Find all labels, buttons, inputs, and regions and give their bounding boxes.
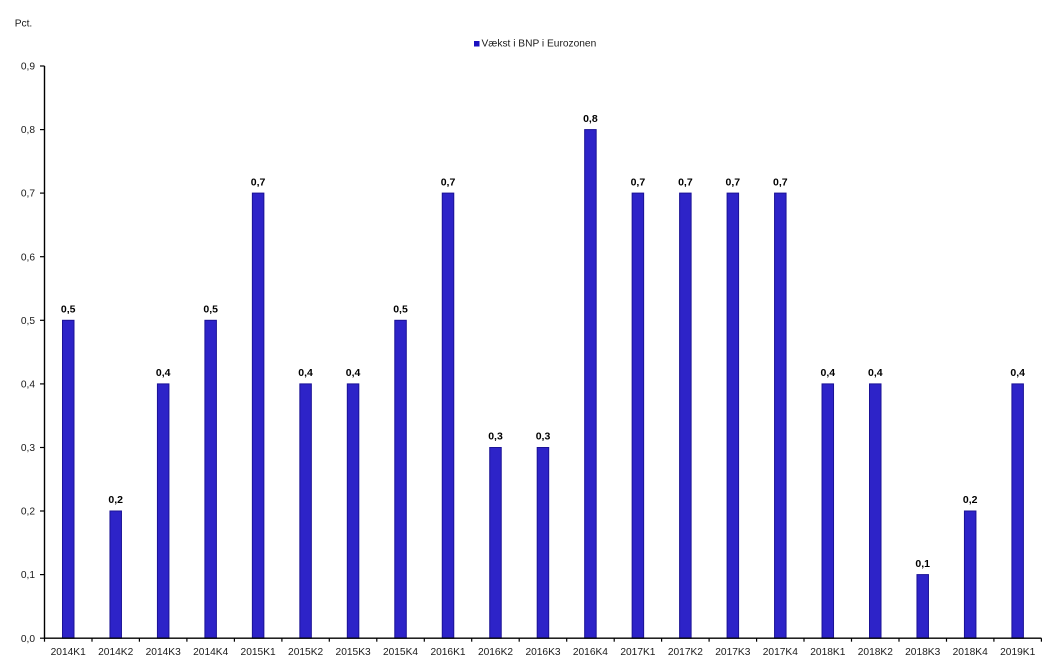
svg-text:0,4: 0,4 — [298, 367, 313, 379]
svg-text:Vækst i BNP i Eurozonen: Vækst i BNP i Eurozonen — [482, 38, 597, 49]
svg-text:2018K3: 2018K3 — [905, 647, 940, 658]
svg-text:2016K1: 2016K1 — [430, 647, 465, 658]
svg-text:0,4: 0,4 — [868, 367, 883, 379]
svg-text:0,5: 0,5 — [203, 304, 218, 316]
svg-text:2014K3: 2014K3 — [146, 647, 181, 658]
svg-text:2016K4: 2016K4 — [573, 647, 608, 658]
svg-text:2019K1: 2019K1 — [1000, 647, 1035, 658]
svg-text:2017K1: 2017K1 — [620, 647, 655, 658]
svg-text:0,2: 0,2 — [963, 494, 978, 506]
svg-text:0,4: 0,4 — [1010, 367, 1025, 379]
svg-text:0,5: 0,5 — [61, 304, 76, 316]
svg-text:0,7: 0,7 — [441, 176, 456, 188]
svg-text:2016K3: 2016K3 — [525, 647, 560, 658]
svg-text:2014K2: 2014K2 — [98, 647, 133, 658]
svg-text:2015K3: 2015K3 — [336, 647, 371, 658]
svg-text:2016K2: 2016K2 — [478, 647, 513, 658]
svg-text:0,7: 0,7 — [631, 176, 646, 188]
svg-text:2014K1: 2014K1 — [51, 647, 86, 658]
svg-text:2014K4: 2014K4 — [193, 647, 228, 658]
svg-text:0,4: 0,4 — [21, 380, 35, 391]
svg-text:0,3: 0,3 — [488, 431, 503, 443]
svg-text:0,2: 0,2 — [108, 494, 123, 506]
svg-text:0,5: 0,5 — [21, 316, 35, 327]
svg-text:2018K1: 2018K1 — [810, 647, 845, 658]
svg-text:2017K4: 2017K4 — [763, 647, 798, 658]
svg-text:2018K2: 2018K2 — [858, 647, 893, 658]
svg-text:0,4: 0,4 — [346, 367, 361, 379]
svg-text:0,3: 0,3 — [536, 431, 551, 443]
svg-text:0,7: 0,7 — [251, 176, 266, 188]
svg-text:0,8: 0,8 — [21, 125, 35, 136]
svg-text:Pct.: Pct. — [15, 19, 33, 30]
svg-text:2017K3: 2017K3 — [715, 647, 750, 658]
svg-text:0,4: 0,4 — [156, 367, 171, 379]
svg-text:2015K1: 2015K1 — [241, 647, 276, 658]
svg-text:0,7: 0,7 — [21, 189, 35, 200]
svg-text:2018K4: 2018K4 — [953, 647, 988, 658]
svg-text:0,8: 0,8 — [583, 113, 598, 125]
svg-text:0,1: 0,1 — [21, 570, 35, 581]
svg-text:0,3: 0,3 — [21, 443, 35, 454]
svg-text:0,0: 0,0 — [21, 634, 35, 645]
svg-text:2015K4: 2015K4 — [383, 647, 418, 658]
svg-text:0,1: 0,1 — [915, 558, 930, 570]
svg-text:0,4: 0,4 — [820, 367, 835, 379]
svg-text:0,9: 0,9 — [21, 62, 35, 73]
svg-text:0,7: 0,7 — [773, 176, 788, 188]
svg-text:0,5: 0,5 — [393, 304, 408, 316]
svg-text:0,2: 0,2 — [21, 507, 35, 518]
svg-text:0,7: 0,7 — [725, 176, 740, 188]
svg-text:2015K2: 2015K2 — [288, 647, 323, 658]
svg-text:0,6: 0,6 — [21, 252, 35, 263]
svg-text:0,7: 0,7 — [678, 176, 693, 188]
svg-text:2017K2: 2017K2 — [668, 647, 703, 658]
